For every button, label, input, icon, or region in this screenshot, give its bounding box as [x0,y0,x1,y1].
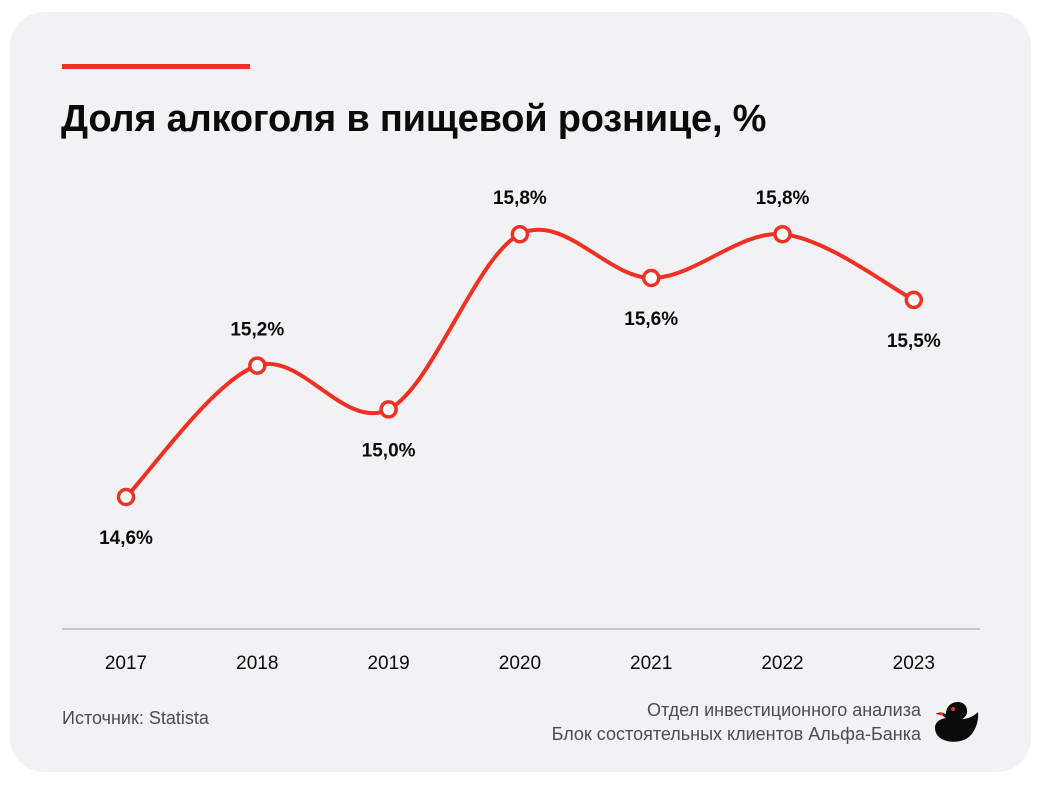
data-point [641,268,661,288]
data-label: 14,6% [99,528,153,549]
data-point [904,290,924,310]
data-point [773,224,792,244]
data-label: 15,8% [493,188,547,209]
accent-bar [62,64,250,69]
chart-card [10,12,1031,772]
x-tick-label: 2019 [367,653,409,674]
x-tick-label: 2022 [761,653,803,674]
data-point [510,224,530,244]
data-label: 15,6% [624,309,678,330]
series-line-layer [124,227,916,499]
department-line-1: Отдел инвестиционного анализа [647,700,921,720]
x-tick-layer: 2017 2018 2019 2020 2021 2022 2023 [105,653,935,674]
department-line-2: Блок состоятельных клиентов Альфа-Банка [551,724,921,744]
department-note: Отдел инвестиционного анализа Блок состо… [552,698,921,746]
data-point [248,356,267,375]
chart-title: Доля алкоголя в пищевой рознице, % [61,98,767,140]
x-tick-label: 2023 [893,653,935,674]
x-tick-label: 2018 [236,653,278,674]
data-point [379,400,398,419]
data-label: 15,8% [756,188,810,209]
data-label: 15,0% [362,440,416,461]
duck-logo-icon [935,702,979,742]
series-line [124,227,916,499]
x-tick-label: 2020 [499,653,541,674]
data-label: 15,2% [230,320,284,341]
data-label-layer: 14,6% 15,2% 15,0% 15,8% 15,6% 15,8% 15,5% [99,188,941,549]
data-point-layer [116,224,924,507]
x-tick-label: 2017 [105,653,147,674]
source-note: Источник: Statista [62,708,209,728]
data-point [116,487,136,507]
x-tick-label: 2021 [630,653,672,674]
data-label: 15,5% [887,331,941,352]
